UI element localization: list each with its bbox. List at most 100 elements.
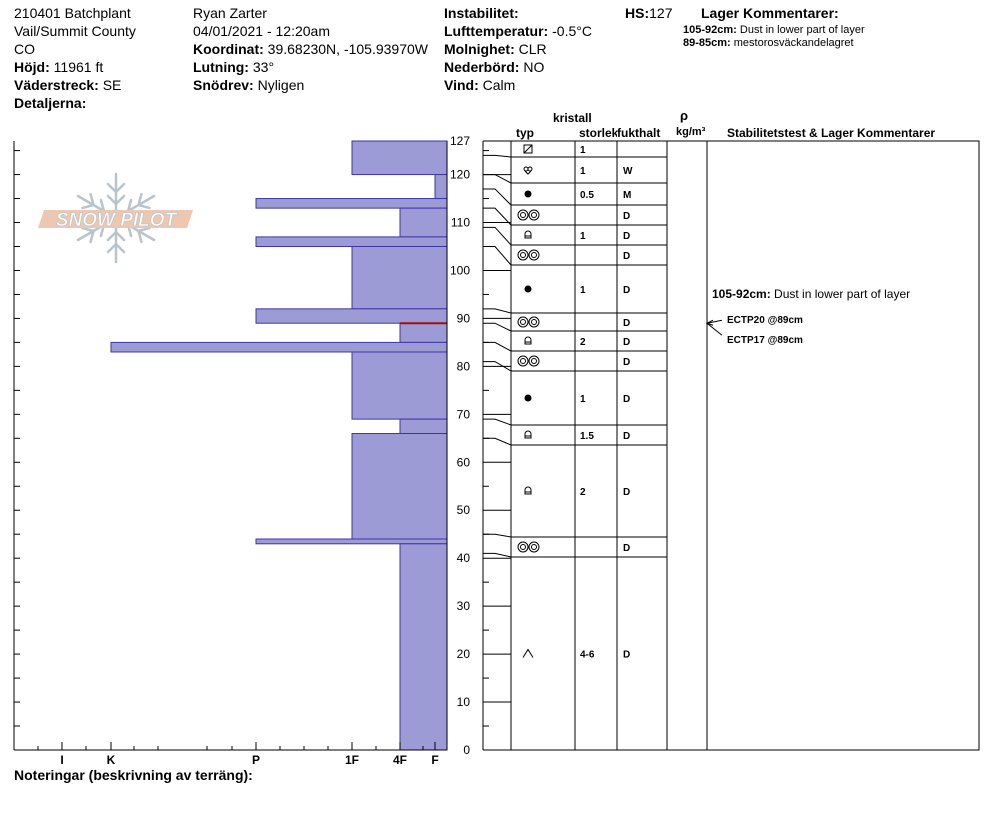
precipitation-value: NO xyxy=(523,59,545,75)
graupel-icon xyxy=(524,170,532,175)
date-time: 04/01/2021 - 12:20am xyxy=(193,23,330,39)
air-temp-value: -0.5°C xyxy=(552,23,592,39)
layer-connector xyxy=(483,245,512,266)
hardness-tick-label: 4F xyxy=(393,753,407,767)
logo-text: SNOW PILOT xyxy=(56,210,178,231)
layer-moisture: D xyxy=(623,231,630,242)
faceted-rounded-icon xyxy=(524,230,532,239)
melt-freeze-icon xyxy=(528,355,540,367)
aspect: Väderstreck: SE xyxy=(14,77,121,93)
layer-connector xyxy=(483,154,512,158)
slope-value: 33° xyxy=(252,59,275,75)
melt-freeze-icon xyxy=(520,544,526,550)
air-temp: Lufttemperatur: -0.5°C xyxy=(444,23,592,39)
site-state: CO xyxy=(14,41,35,57)
wind-label: Vind: xyxy=(444,77,479,93)
depth-tick-label: 10 xyxy=(457,695,471,709)
faceted-rounded-icon xyxy=(524,336,532,345)
precipitation: Nederbörd: NO xyxy=(444,59,544,75)
graupel-icon xyxy=(523,166,529,172)
elevation-value: 11961 ft xyxy=(53,59,104,75)
layer-grain-size: 1 xyxy=(580,231,586,242)
melt-freeze-icon xyxy=(520,319,526,325)
snow-height-value: 127 xyxy=(649,5,673,21)
layer-connector xyxy=(483,361,512,372)
melt-freeze-icon xyxy=(517,541,529,553)
aspect-value: SE xyxy=(102,77,122,93)
hardness-tick-label: K xyxy=(107,753,116,767)
faceted-rounded-icon xyxy=(524,486,532,495)
coordinates-value: 39.68230N, -105.93970W xyxy=(267,41,428,57)
layer-comment-2-text: mestorosväckandelagret xyxy=(733,37,854,49)
depth-tick-label: 0 xyxy=(463,743,470,757)
layer-grain-size: 0.5 xyxy=(580,190,594,201)
layer-moisture: W xyxy=(623,166,633,177)
snowflake-icon: SNOW PILOT xyxy=(38,172,193,264)
layer-comment-2: 89-85cm: mestorosväckandelagret xyxy=(683,37,854,50)
crystal-header: kristall xyxy=(553,111,592,125)
stability-comment-text: Dust in lower part of layer xyxy=(771,287,910,301)
sky-cover-label: Molnighet: xyxy=(444,41,515,57)
elevation: Höjd: 11961 ft xyxy=(14,59,103,75)
hardness-bar xyxy=(399,418,448,435)
stability-test-label: ECTP20 @89cm xyxy=(727,315,803,326)
layer-grain-size: 1.5 xyxy=(580,431,594,442)
hardness-bar xyxy=(255,198,448,209)
density-unit: kg/m³ xyxy=(676,126,706,138)
site-county: Vail/Summit County xyxy=(14,23,136,39)
wind-loading-value: Nyligen xyxy=(257,77,305,93)
melt-freeze-icon xyxy=(531,358,537,364)
melt-freeze-icon xyxy=(517,316,529,328)
snow-height: HS:127 xyxy=(625,5,672,21)
depth-tick-label: 70 xyxy=(457,407,471,421)
air-temp-label: Lufttemperatur: xyxy=(444,23,549,39)
slope-label: Lutning: xyxy=(193,59,249,75)
terrain-notes-label: Noteringar (beskrivning av terräng): xyxy=(14,767,253,783)
precipitation-label: Nederbörd: xyxy=(444,59,520,75)
stability-test-arrow xyxy=(706,322,723,336)
layer-moisture: D xyxy=(623,543,630,554)
stability-test-arrowhead xyxy=(705,319,714,326)
layer-grain-size: 2 xyxy=(580,337,586,348)
layer-moisture: D xyxy=(623,251,630,262)
hardness-tick-label: F xyxy=(431,753,438,767)
layer-connector xyxy=(483,174,512,184)
coordinates-label: Koordinat: xyxy=(193,41,264,57)
layer-moisture: D xyxy=(623,650,630,661)
layer-comments-title: Lager Kommentarer: xyxy=(701,5,839,21)
depth-hoar-icon xyxy=(522,648,534,658)
melt-freeze-icon xyxy=(531,252,537,258)
layer-connector xyxy=(483,308,512,314)
melt-freeze-icon xyxy=(531,319,537,325)
hardness-tick-label: I xyxy=(60,753,63,767)
melt-freeze-icon xyxy=(520,358,526,364)
layer-connector xyxy=(483,226,512,246)
hardness-bar xyxy=(399,207,448,238)
depth-tick-label: 110 xyxy=(451,216,470,230)
observer: Ryan Zarter xyxy=(193,5,267,21)
layer-connector xyxy=(483,341,512,352)
melt-freeze-icon xyxy=(531,544,537,550)
layer-moisture: D xyxy=(623,318,630,329)
layer-moisture: D xyxy=(623,357,630,368)
depth-tick-label: 60 xyxy=(457,455,471,469)
layer-grain-size: 1 xyxy=(580,285,586,296)
snow-height-label: HS: xyxy=(625,5,650,21)
wind: Vind: Calm xyxy=(444,77,515,93)
melt-freeze-icon xyxy=(520,212,526,218)
melt-freeze-icon xyxy=(517,355,529,367)
wind-loading: Snödrev: Nyligen xyxy=(193,77,304,93)
layer-moisture: D xyxy=(623,394,630,405)
layer-connector xyxy=(483,322,512,332)
stability-comment-range: 105-92cm: xyxy=(712,287,771,301)
layer-comment-2-range: 89-85cm: xyxy=(683,37,731,49)
stability-header: Stabilitetstest & Lager Kommentarer xyxy=(727,126,936,140)
melt-freeze-icon xyxy=(517,249,529,261)
melt-freeze-icon xyxy=(531,212,537,218)
layer-grain-size: 2 xyxy=(580,487,586,498)
layer-comment-1: 105-92cm: Dust in lower part of layer xyxy=(683,24,865,37)
hardness-bar xyxy=(255,538,448,545)
layer-grain-size: 1 xyxy=(580,166,586,177)
instability-label: Instabilitet: xyxy=(444,5,519,21)
